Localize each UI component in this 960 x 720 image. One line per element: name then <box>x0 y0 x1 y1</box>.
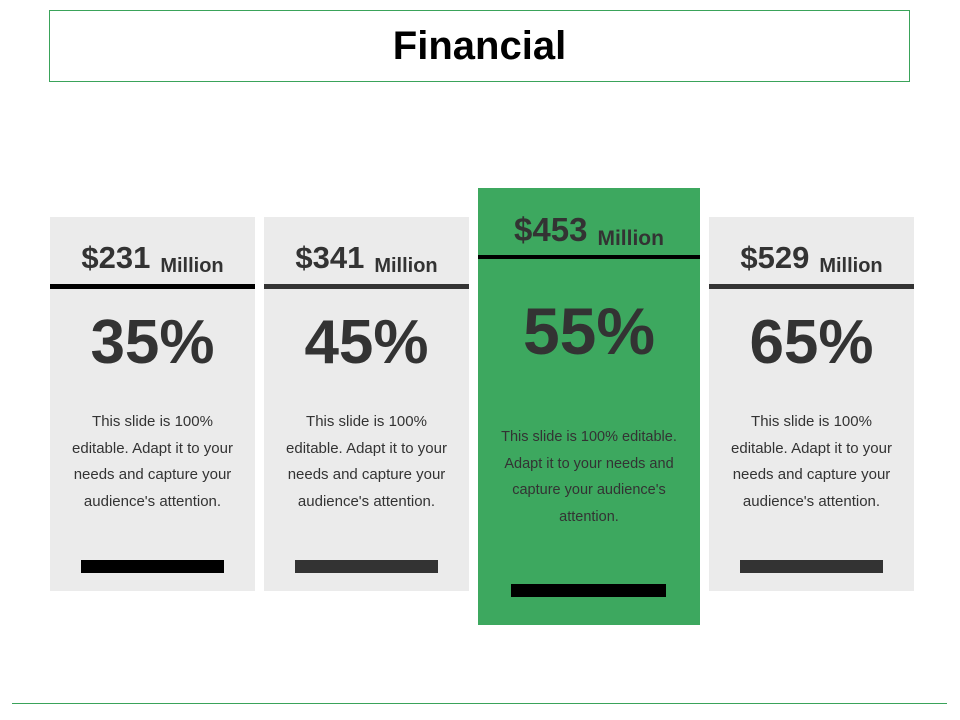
card-description: This slide is 100% editable. Adapt it to… <box>731 413 892 510</box>
card-amount: $453 <box>514 211 588 248</box>
footer-divider <box>12 703 947 704</box>
slide-title: Financial <box>392 23 567 68</box>
card-divider <box>709 284 914 289</box>
card-divider <box>264 284 469 289</box>
financial-card-1: $231 Million 35% This slide is 100% edit… <box>50 217 255 591</box>
card-header: $453 Million <box>478 188 700 250</box>
card-bar <box>740 560 883 573</box>
card-header: $341 Million <box>264 217 469 277</box>
financial-card-4: $529 Million 65% This slide is 100% edit… <box>709 217 914 591</box>
card-percent: 65% <box>749 308 874 377</box>
card-percent: 35% <box>90 308 215 377</box>
financial-card-3: $453 Million 55% This slide is 100% edit… <box>478 188 700 625</box>
card-percent: 55% <box>522 294 656 368</box>
card-amount: $529 <box>740 240 810 275</box>
card-unit: Million <box>597 227 664 250</box>
card-amount: $231 <box>81 240 151 275</box>
card-bar <box>511 584 666 597</box>
card-description: This slide is 100% editable. Adapt it to… <box>286 413 447 510</box>
card-percent: 45% <box>304 308 429 377</box>
card-divider <box>50 284 255 289</box>
card-description: This slide is 100% editable. Adapt it to… <box>501 429 677 525</box>
title-box: Financial <box>49 10 910 82</box>
card-unit: Million <box>374 255 438 277</box>
card-bar <box>295 560 438 573</box>
card-bar <box>81 560 224 573</box>
card-unit: Million <box>160 255 224 277</box>
card-divider <box>478 255 700 259</box>
financial-card-2: $341 Million 45% This slide is 100% edit… <box>264 217 469 591</box>
card-header: $529 Million <box>709 217 914 277</box>
card-header: $231 Million <box>50 217 255 277</box>
card-description: This slide is 100% editable. Adapt it to… <box>72 413 233 510</box>
card-unit: Million <box>819 255 883 277</box>
card-amount: $341 <box>295 240 365 275</box>
